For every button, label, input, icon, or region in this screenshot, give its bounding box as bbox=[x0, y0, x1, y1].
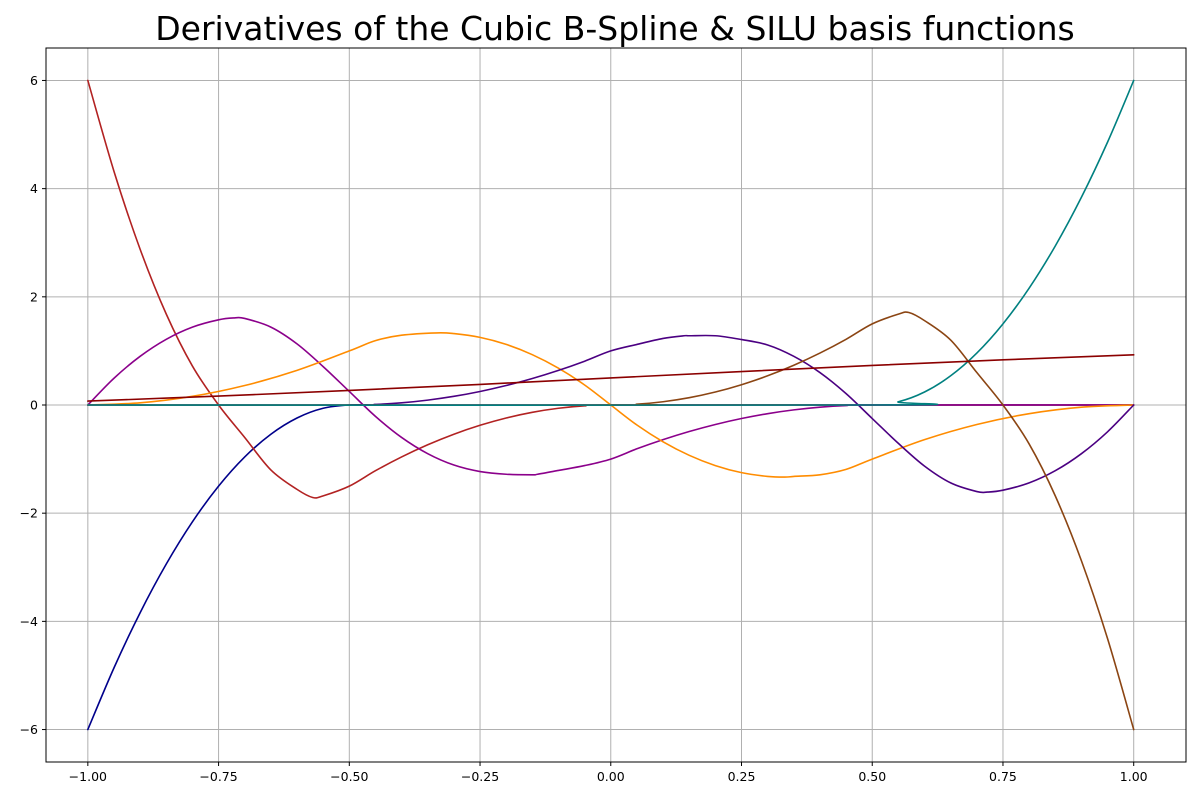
series-line-7 bbox=[87, 79, 1135, 407]
y-tick-label: 6 bbox=[30, 73, 38, 88]
series-line-4 bbox=[87, 331, 1135, 478]
y-tick-label: 2 bbox=[30, 289, 38, 304]
x-tick-label: −0.25 bbox=[461, 769, 499, 784]
series-line-6 bbox=[87, 311, 1135, 731]
series-line-5 bbox=[87, 334, 1135, 494]
x-tick-label: −0.75 bbox=[199, 769, 237, 784]
series-line-8 bbox=[87, 354, 1135, 402]
x-tick-label: −1.00 bbox=[69, 769, 107, 784]
y-tick-label: 0 bbox=[30, 398, 38, 413]
y-tick-label: −2 bbox=[20, 506, 38, 521]
y-tick-label: −6 bbox=[20, 722, 38, 737]
series-group bbox=[87, 79, 1135, 731]
x-tick-label: 0.25 bbox=[728, 769, 756, 784]
y-tick-label: −4 bbox=[20, 614, 38, 629]
x-tick-label: 0.75 bbox=[989, 769, 1017, 784]
y-tick-label: 4 bbox=[30, 181, 38, 196]
x-tick-label: 0.50 bbox=[858, 769, 886, 784]
x-tick-label: −0.50 bbox=[330, 769, 368, 784]
x-tick-label: 1.00 bbox=[1120, 769, 1148, 784]
series-line-3 bbox=[87, 316, 1135, 476]
x-tick-label: 0.00 bbox=[597, 769, 625, 784]
x-axis: −1.00 −0.75 −0.50 −0.25 0.00 0.25 0.50 0.75 1.00 bbox=[69, 762, 1148, 784]
chart-title: Derivatives of the Cubic B-Spline & SILU… bbox=[155, 9, 1074, 48]
y-axis: −6 −4 −2 0 2 4 6 bbox=[20, 73, 46, 737]
